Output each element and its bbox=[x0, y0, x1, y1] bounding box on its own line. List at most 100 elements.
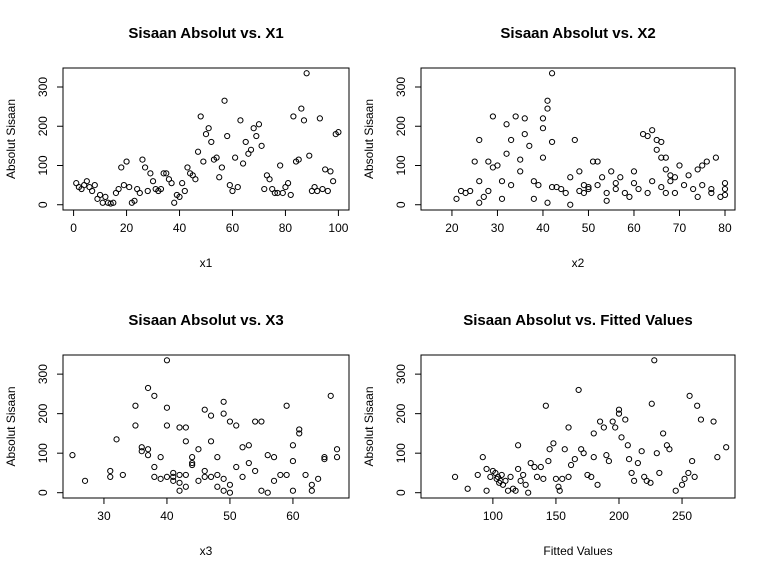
point bbox=[559, 475, 566, 482]
point bbox=[630, 180, 638, 187]
point bbox=[555, 483, 562, 490]
point bbox=[489, 113, 497, 120]
point bbox=[220, 487, 227, 494]
point bbox=[201, 467, 208, 475]
x-tick-label: 100 bbox=[483, 509, 503, 523]
point bbox=[144, 384, 152, 392]
point bbox=[615, 406, 623, 413]
point bbox=[202, 130, 210, 138]
x-tick-label: 60 bbox=[627, 221, 641, 235]
point bbox=[671, 189, 679, 197]
point bbox=[136, 189, 143, 197]
point bbox=[617, 174, 624, 181]
plot-frame bbox=[62, 354, 350, 499]
point bbox=[138, 444, 145, 451]
point bbox=[229, 187, 236, 195]
point bbox=[258, 418, 265, 425]
y-tick-label: 300 bbox=[36, 364, 50, 384]
point bbox=[690, 185, 697, 193]
point bbox=[207, 473, 215, 480]
point bbox=[552, 475, 560, 482]
y-tick-label: 0 bbox=[394, 489, 408, 496]
point bbox=[525, 489, 532, 496]
x-tick-label: 200 bbox=[609, 509, 629, 523]
point bbox=[201, 406, 208, 413]
point bbox=[290, 113, 297, 120]
point bbox=[644, 132, 651, 140]
point bbox=[144, 446, 152, 453]
point bbox=[147, 170, 154, 177]
y-tick-label: 100 bbox=[394, 443, 408, 463]
point bbox=[467, 187, 474, 195]
point bbox=[316, 115, 323, 122]
point bbox=[451, 473, 459, 480]
point bbox=[252, 467, 259, 475]
point bbox=[176, 424, 183, 431]
point bbox=[521, 115, 528, 122]
point bbox=[157, 454, 164, 461]
point bbox=[600, 424, 607, 431]
x-tick-label: 20 bbox=[120, 221, 134, 235]
point bbox=[502, 477, 509, 484]
point bbox=[721, 180, 729, 187]
point bbox=[214, 483, 221, 490]
point bbox=[542, 402, 549, 409]
point bbox=[283, 471, 290, 479]
point bbox=[678, 481, 686, 488]
point bbox=[232, 154, 239, 161]
point bbox=[289, 442, 297, 449]
point bbox=[480, 193, 487, 200]
point bbox=[157, 475, 164, 482]
point bbox=[176, 479, 183, 486]
point bbox=[113, 436, 120, 443]
point bbox=[195, 446, 202, 453]
point bbox=[182, 483, 189, 490]
point bbox=[485, 158, 492, 165]
point bbox=[503, 150, 510, 157]
point bbox=[226, 489, 234, 496]
point bbox=[321, 456, 328, 463]
point bbox=[295, 156, 302, 163]
point bbox=[224, 132, 231, 140]
y-tick-label: 300 bbox=[394, 364, 408, 384]
point bbox=[144, 452, 152, 459]
point bbox=[671, 174, 679, 181]
point bbox=[508, 182, 515, 189]
point bbox=[308, 481, 315, 488]
point bbox=[567, 461, 575, 469]
point bbox=[245, 459, 252, 467]
point bbox=[245, 442, 252, 449]
point bbox=[556, 487, 563, 494]
point bbox=[160, 170, 167, 177]
point bbox=[548, 70, 556, 77]
point bbox=[483, 465, 490, 473]
point bbox=[498, 195, 506, 202]
point bbox=[517, 477, 524, 484]
x-tick-label: 150 bbox=[546, 509, 566, 523]
point bbox=[515, 442, 522, 449]
point bbox=[544, 105, 551, 112]
point bbox=[303, 70, 310, 77]
point bbox=[603, 189, 610, 197]
point bbox=[99, 199, 106, 206]
point bbox=[247, 146, 255, 153]
point bbox=[324, 187, 331, 195]
point bbox=[182, 424, 189, 431]
point bbox=[667, 178, 674, 185]
point bbox=[631, 477, 638, 484]
x-tick-label: 0 bbox=[70, 221, 77, 235]
point bbox=[289, 487, 297, 494]
point bbox=[622, 416, 629, 423]
point bbox=[590, 430, 597, 437]
point bbox=[512, 113, 519, 120]
point bbox=[239, 444, 246, 451]
point bbox=[588, 473, 595, 480]
point bbox=[220, 475, 227, 482]
point bbox=[708, 189, 715, 197]
point bbox=[119, 471, 126, 479]
point bbox=[302, 471, 309, 479]
point bbox=[266, 176, 273, 183]
point bbox=[216, 174, 223, 181]
point bbox=[221, 97, 228, 104]
point bbox=[658, 183, 665, 191]
